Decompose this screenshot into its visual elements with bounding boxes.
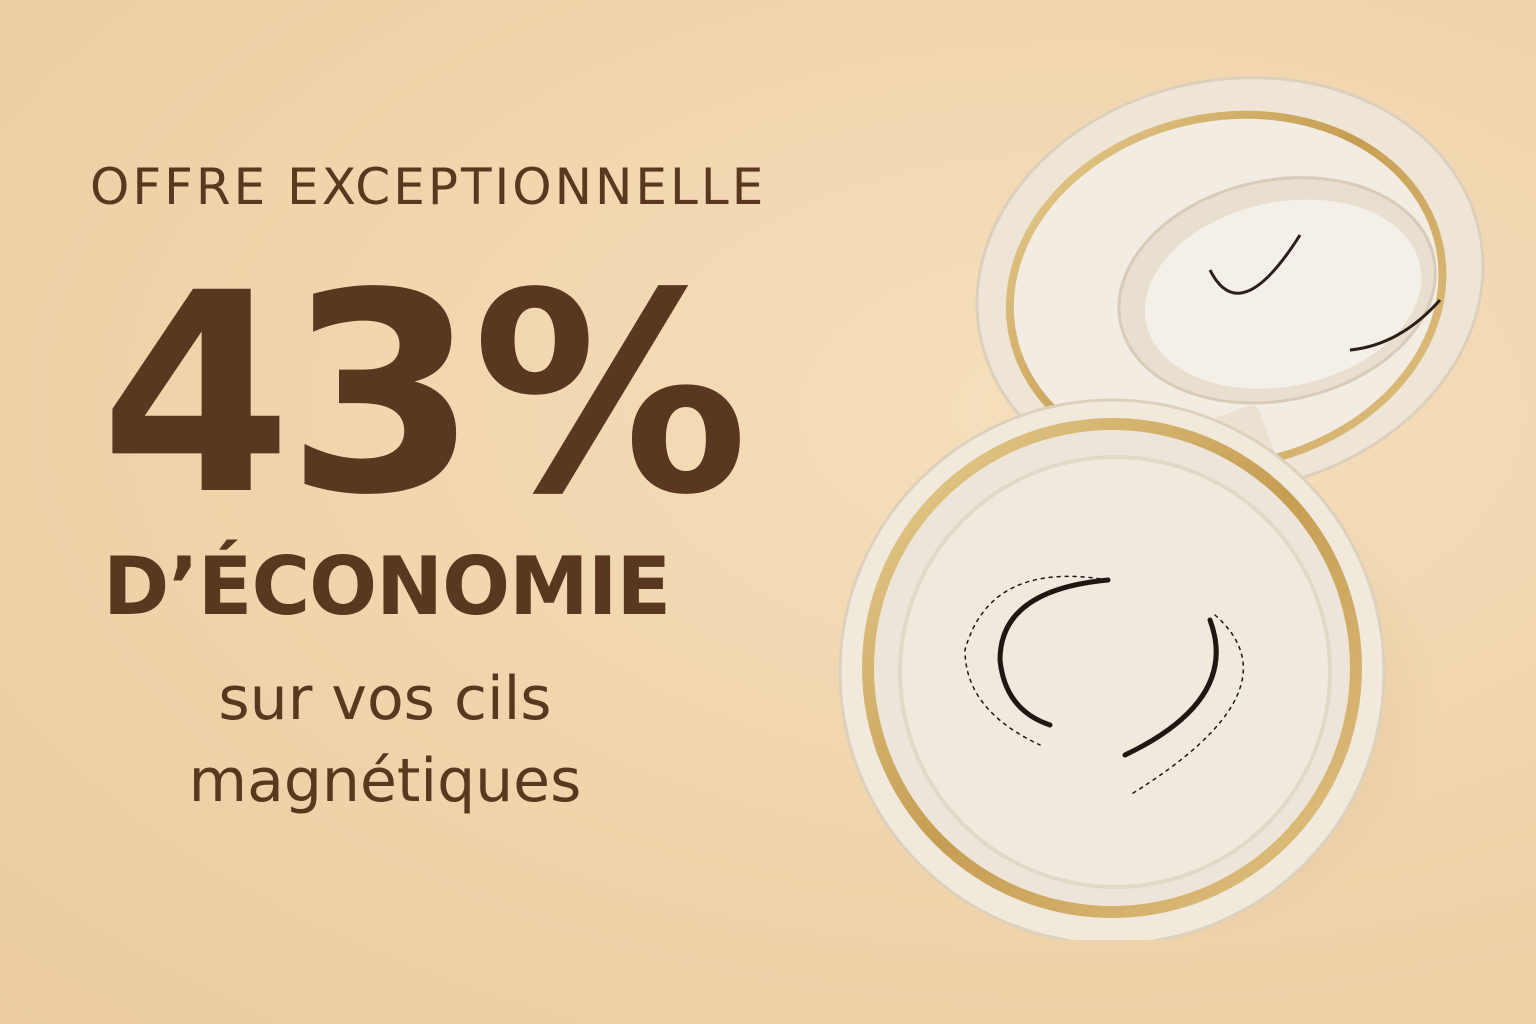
reflected-lashes [1208,234,1442,352]
compact-base [838,398,1386,940]
subtitle-line-2: magnétiques [188,746,582,816]
discount-percentage: 43% [100,235,749,556]
subtitle-line-1: sur vos cils [218,664,552,734]
eyelash-compact-image [838,76,1485,940]
left-eyelash [997,577,1111,728]
right-eyelash [1122,617,1219,758]
eyelash-pair [964,575,1244,796]
saving-label: D’ÉCONOMIE [103,540,671,633]
offer-kicker: OFFRE EXCEPTIONNELLE [90,158,767,216]
